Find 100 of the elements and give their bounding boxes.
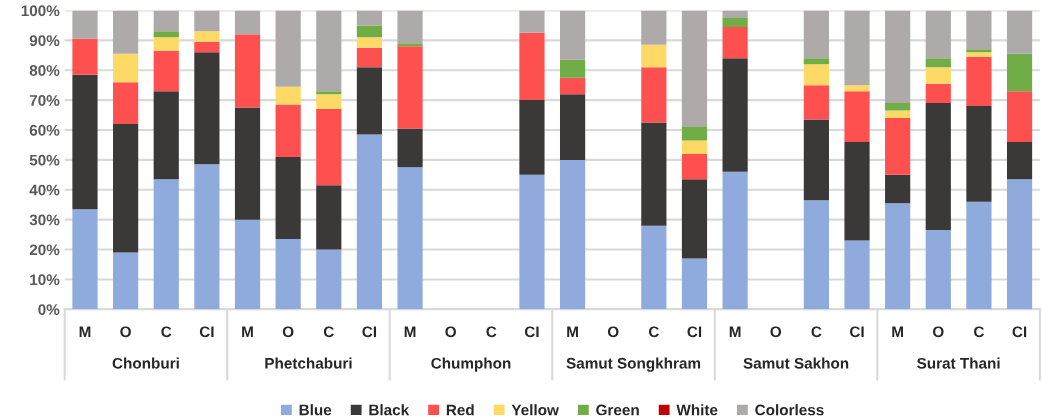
text: Samut Sakhon [743,357,849,369]
bar [885,174,911,204]
y-tick-label: 10% [30,274,60,286]
y-tick-label: 30% [29,214,60,226]
bar [559,77,586,95]
legend-label: White [676,404,718,416]
bar [153,10,179,32]
bar [356,134,383,310]
y-tick-label: 20% [29,244,60,256]
bar [803,64,829,86]
bar [113,82,139,125]
bar [681,258,708,310]
legend-label: Green [596,404,639,416]
bar [113,124,139,253]
x-tick-label: O [445,326,456,338]
bar [153,50,179,92]
bar [885,203,911,310]
y-tick-label: 0% [38,304,60,316]
text: Chumphon [431,357,511,372]
bar [966,201,992,310]
bar [356,67,383,135]
x-tick-label: CI [1012,326,1027,338]
bar [844,141,870,241]
bar [275,239,301,310]
x-tick-label: M [79,326,91,338]
bar [966,106,992,202]
bar [356,25,383,38]
x-tick-label: CI [362,326,377,338]
bar [194,41,220,53]
y-tick-label: 80% [29,65,60,76]
bar [925,58,951,68]
x-tick-label: C [648,326,659,338]
bar [519,100,545,175]
bar [275,86,301,105]
bar [722,58,748,172]
x-tick-label: M [242,326,253,338]
bar [194,164,220,310]
x-tick-label: M [892,326,903,338]
bar [113,53,139,83]
bar [234,10,261,35]
x-tick-label: O [932,326,944,338]
text: Phetchaburi [265,357,352,369]
bar [72,74,98,210]
bar [681,140,708,154]
bar [1006,10,1033,54]
bar [397,10,423,44]
bar [113,10,139,54]
bar [885,110,911,119]
bar [519,10,545,33]
bar [885,103,911,111]
bar [275,156,301,240]
bar [275,10,301,87]
bar [681,127,708,141]
bar [803,200,829,310]
bar [844,91,870,142]
text: Samut Songkhram [566,357,701,372]
bar [356,10,383,26]
bar [722,10,748,18]
bar [397,128,423,168]
bar [72,10,98,39]
bar [641,10,667,45]
bar [925,10,951,59]
bar [316,109,342,186]
bar [316,249,342,310]
legend-label: Colorless [755,404,824,416]
bar [559,159,586,310]
x-tick-label: M [567,326,578,338]
bar [153,31,179,38]
bar [844,85,870,92]
bar [722,26,748,59]
x-tick-label: O [770,326,782,338]
bar [966,49,992,53]
bar [397,46,423,129]
bar [234,219,261,310]
bar [397,43,423,47]
bar [803,119,829,201]
bar [356,37,383,48]
bar [885,118,911,175]
y-tick-label: 100% [21,5,60,17]
bar [722,17,748,27]
bar [681,179,708,259]
bar [316,10,342,92]
x-tick-label: CI [687,326,702,338]
bar [153,37,179,51]
bar [641,122,667,226]
bar [1006,179,1033,310]
bar [519,174,545,310]
x-tick-label: CI [850,326,864,338]
x-tick-label: CI [524,326,539,338]
x-tick-label: M [404,326,416,338]
bar [966,10,992,50]
bar [844,240,870,310]
legend-label: Blue [299,404,332,416]
legend-label: Yellow [511,404,559,416]
bar [356,47,383,68]
bar [153,91,179,180]
legend-label: Red [446,404,474,416]
bar [681,10,708,128]
bar [966,56,992,107]
bar [925,103,951,231]
